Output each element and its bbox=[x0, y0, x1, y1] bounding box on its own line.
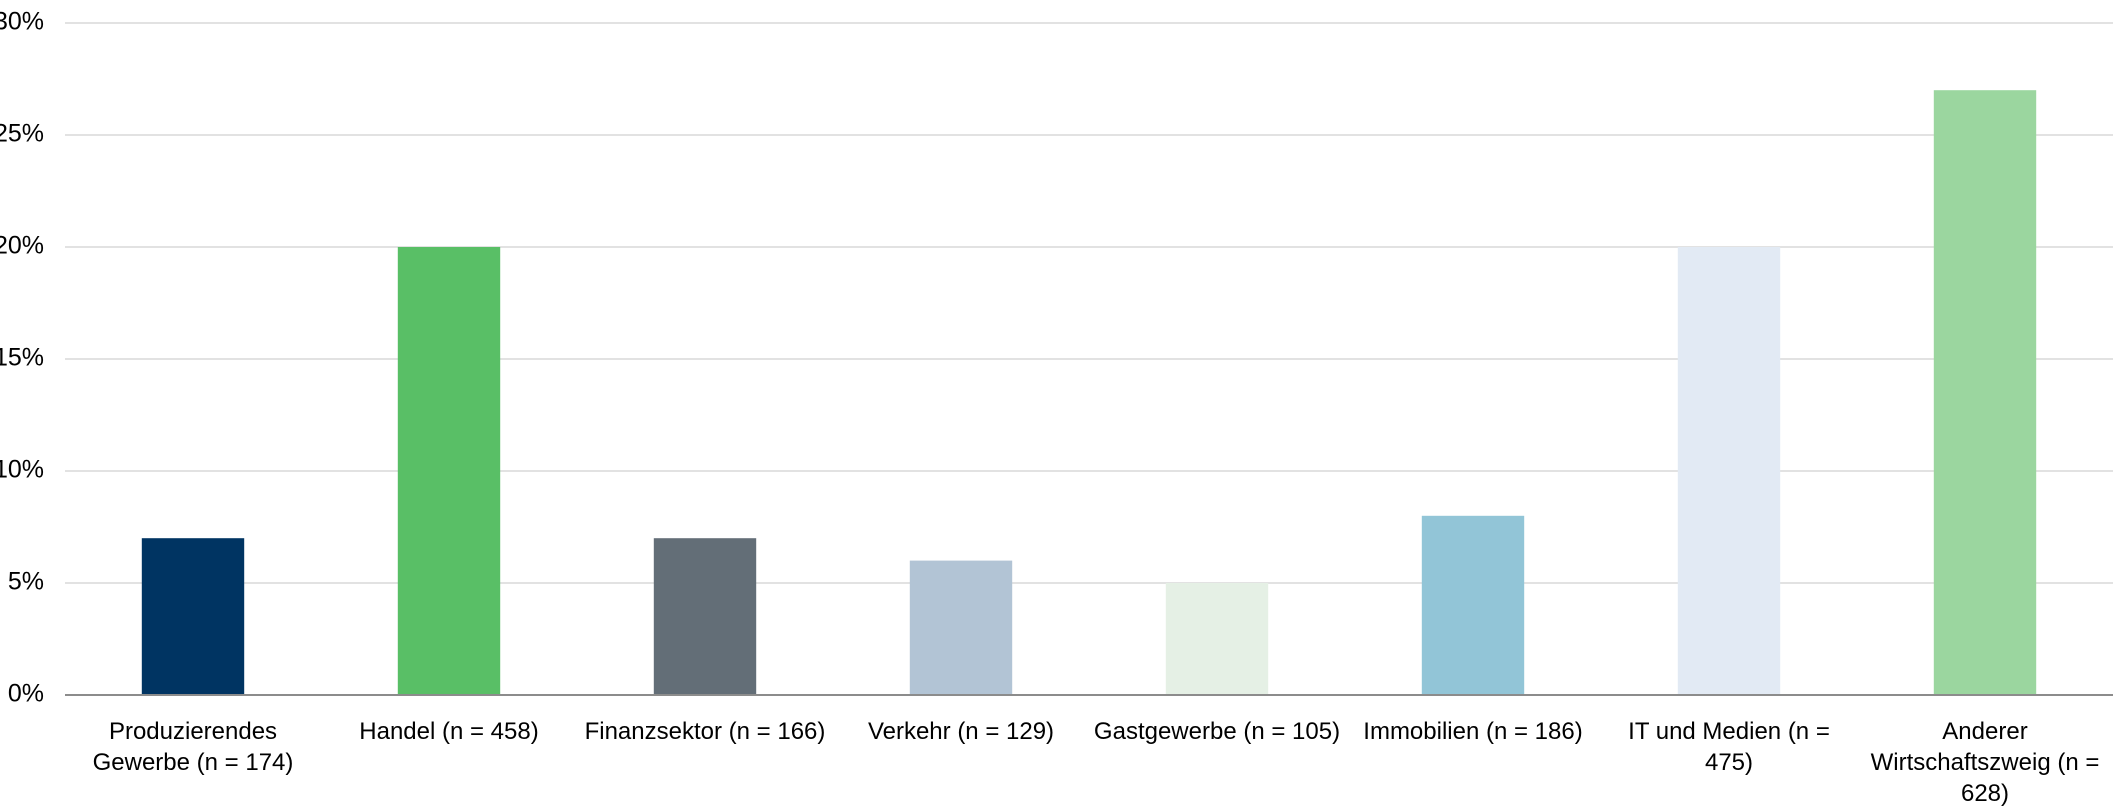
y-tick-label: 25% bbox=[0, 120, 44, 148]
bar bbox=[1165, 583, 1269, 695]
y-tick-label: 30% bbox=[0, 8, 44, 36]
x-tick-label: Produzierendes Gewerbe (n = 174) bbox=[92, 718, 294, 776]
x-tick-label: Finanzsektor (n = 166) bbox=[584, 718, 826, 745]
bar bbox=[397, 247, 501, 695]
y-tick-label: 10% bbox=[0, 456, 44, 484]
x-tick-label: Gastgewerbe (n = 105) bbox=[1093, 718, 1341, 745]
x-tick-label: Immobilien (n = 186) bbox=[1363, 718, 1583, 745]
bar bbox=[1421, 515, 1525, 695]
x-tick-label: Anderer Wirtschaftszweig (n = 628) bbox=[1870, 718, 2100, 807]
y-tick-label: 5% bbox=[8, 568, 44, 596]
y-tick-label: 15% bbox=[0, 344, 44, 372]
x-tick-label: Verkehr (n = 129) bbox=[867, 718, 1055, 745]
x-tick-label: IT und Medien (n = 475) bbox=[1628, 718, 1830, 776]
bar bbox=[1677, 247, 1781, 695]
y-tick-label: 0% bbox=[8, 680, 44, 708]
bar bbox=[141, 538, 245, 695]
y-tick-label: 20% bbox=[0, 232, 44, 260]
bar bbox=[909, 560, 1013, 695]
bar bbox=[653, 538, 757, 695]
x-tick-label: Handel (n = 458) bbox=[359, 718, 539, 745]
bar bbox=[1933, 90, 2037, 695]
